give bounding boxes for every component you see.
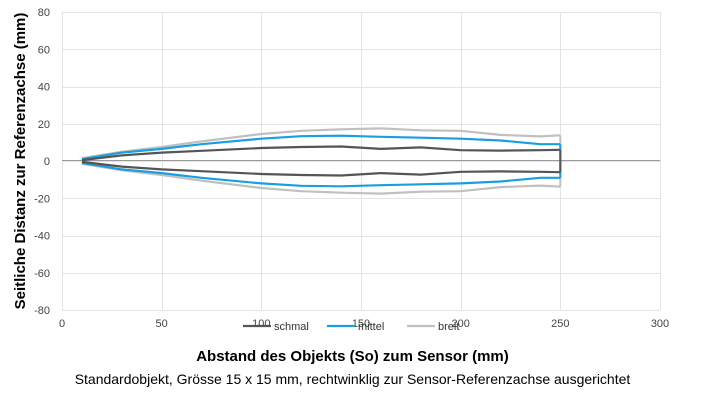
y-tick-label: 20 bbox=[38, 119, 50, 131]
y-tick-label: -20 bbox=[34, 193, 50, 205]
x-tick-label: 250 bbox=[551, 318, 569, 330]
y-tick-label: -80 bbox=[34, 305, 50, 317]
x-tick-label: 50 bbox=[156, 318, 168, 330]
x-axis-label: Abstand des Objekts (So) zum Sensor (mm) bbox=[196, 348, 509, 365]
x-tick-label: 300 bbox=[651, 318, 669, 330]
legend-label-mittel: mittel bbox=[358, 321, 384, 333]
grid bbox=[62, 12, 661, 311]
y-tick-label: -40 bbox=[34, 231, 50, 243]
legend: schmal mittel breit bbox=[243, 321, 459, 333]
y-tick-label: 60 bbox=[38, 44, 50, 56]
x-tick-label: 200 bbox=[451, 318, 469, 330]
x-tick-label: 0 bbox=[59, 318, 65, 330]
y-tick-label: 80 bbox=[38, 7, 50, 19]
series-line-schmal-upper bbox=[81, 145, 561, 162]
y-tick-labels: 80 60 40 20 0 -20 -40 -60 -80 bbox=[34, 7, 50, 317]
series-line-breit-upper bbox=[81, 127, 561, 160]
legend-label-breit: breit bbox=[438, 321, 459, 333]
x-tick-label: 100 bbox=[252, 318, 270, 330]
y-tick-label: 40 bbox=[38, 82, 50, 94]
y-axis-label: Seitliche Distanz zur Referenzachse (mm) bbox=[12, 13, 29, 310]
chart-caption: Standardobjekt, Grösse 15 x 15 mm, recht… bbox=[74, 371, 631, 387]
x-tick-label: 150 bbox=[352, 318, 370, 330]
y-tick-label: 0 bbox=[44, 156, 50, 168]
series-line-mittel-upper bbox=[81, 134, 561, 161]
series-line-schmal-lower bbox=[81, 160, 561, 177]
legend-label-schmal: schmal bbox=[274, 321, 309, 333]
series-line-mittel-lower bbox=[81, 161, 561, 188]
series-layer bbox=[81, 127, 562, 195]
y-tick-label: -60 bbox=[34, 268, 50, 280]
series-line-breit-lower bbox=[81, 162, 561, 195]
